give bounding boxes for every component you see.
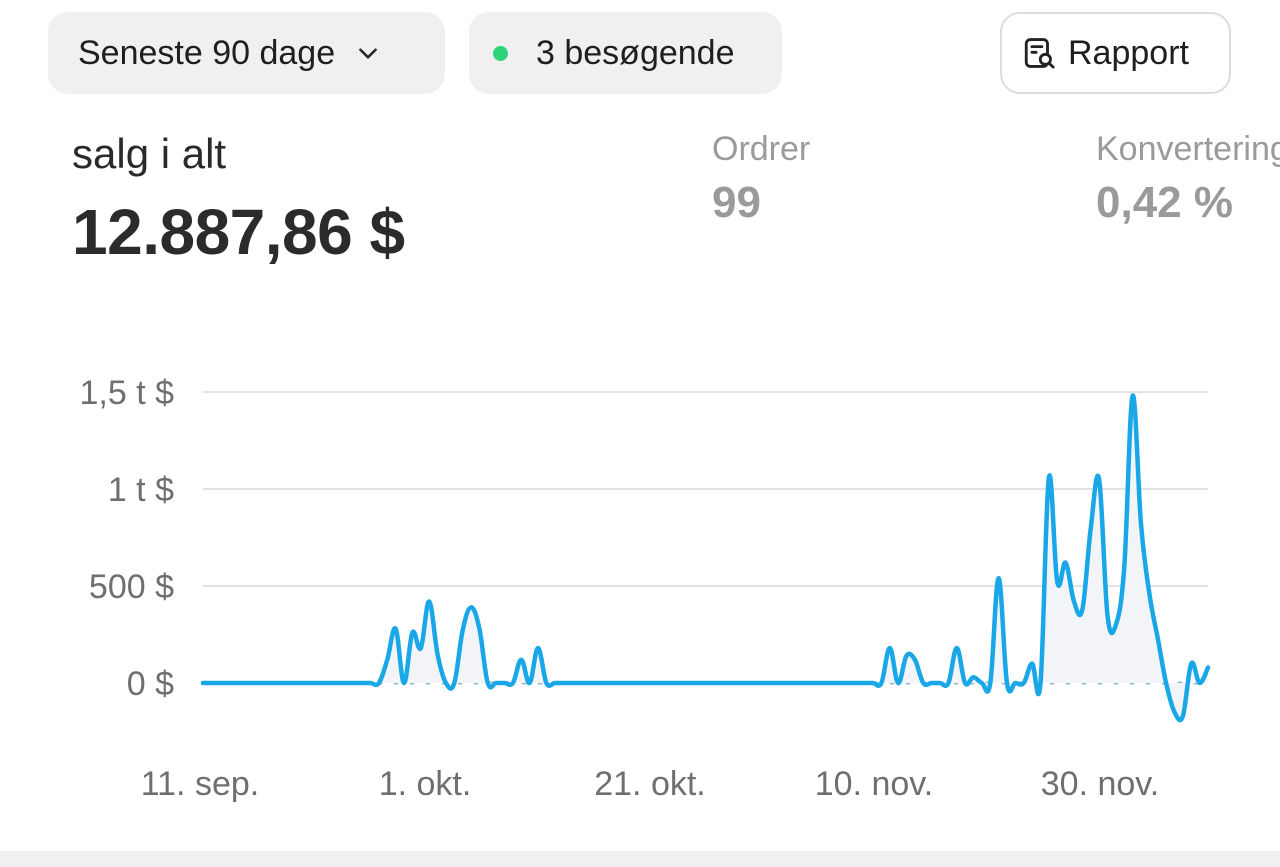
live-status-dot — [493, 45, 508, 61]
date-range-dropdown[interactable]: Seneste 90 dage — [48, 12, 445, 94]
live-visitors-button[interactable]: 3 besøgende — [469, 12, 782, 94]
x-tick-label: 30. nov. — [1041, 765, 1159, 803]
report-search-icon — [1024, 38, 1055, 69]
report-button[interactable]: Rapport — [1000, 12, 1231, 94]
total-sales-label: salg i alt — [72, 130, 227, 177]
live-visitors-label: 3 besøgende — [536, 33, 735, 72]
y-tick-label: 0 $ — [127, 665, 174, 703]
sales-chart: 0 $ 500 $ 1 t $ 1,5 t $ 11. sep. 1. okt. 21. o… — [79, 374, 1211, 803]
orders-label: Ordrer — [712, 130, 811, 168]
chevron-down-icon — [359, 48, 377, 59]
conversion-value: 0,42 % — [1096, 178, 1233, 227]
series-line — [200, 393, 1211, 723]
y-tick-label: 1,5 t $ — [79, 374, 174, 412]
y-tick-label: 500 $ — [89, 568, 174, 606]
date-range-label: Seneste 90 dage — [78, 33, 336, 72]
bottom-divider — [0, 851, 1280, 867]
y-tick-label: 1 t $ — [108, 471, 174, 509]
x-tick-label: 1. okt. — [379, 765, 472, 803]
x-tick-label: 11. sep. — [141, 765, 259, 803]
orders-value: 99 — [712, 178, 761, 227]
total-sales-value: 12.887,86 $ — [72, 196, 405, 268]
x-tick-label: 10. nov. — [815, 765, 933, 803]
x-tick-label: 21. okt. — [594, 765, 706, 803]
report-button-label: Rapport — [1068, 33, 1189, 72]
conversion-label: Konvertering — [1096, 130, 1280, 168]
